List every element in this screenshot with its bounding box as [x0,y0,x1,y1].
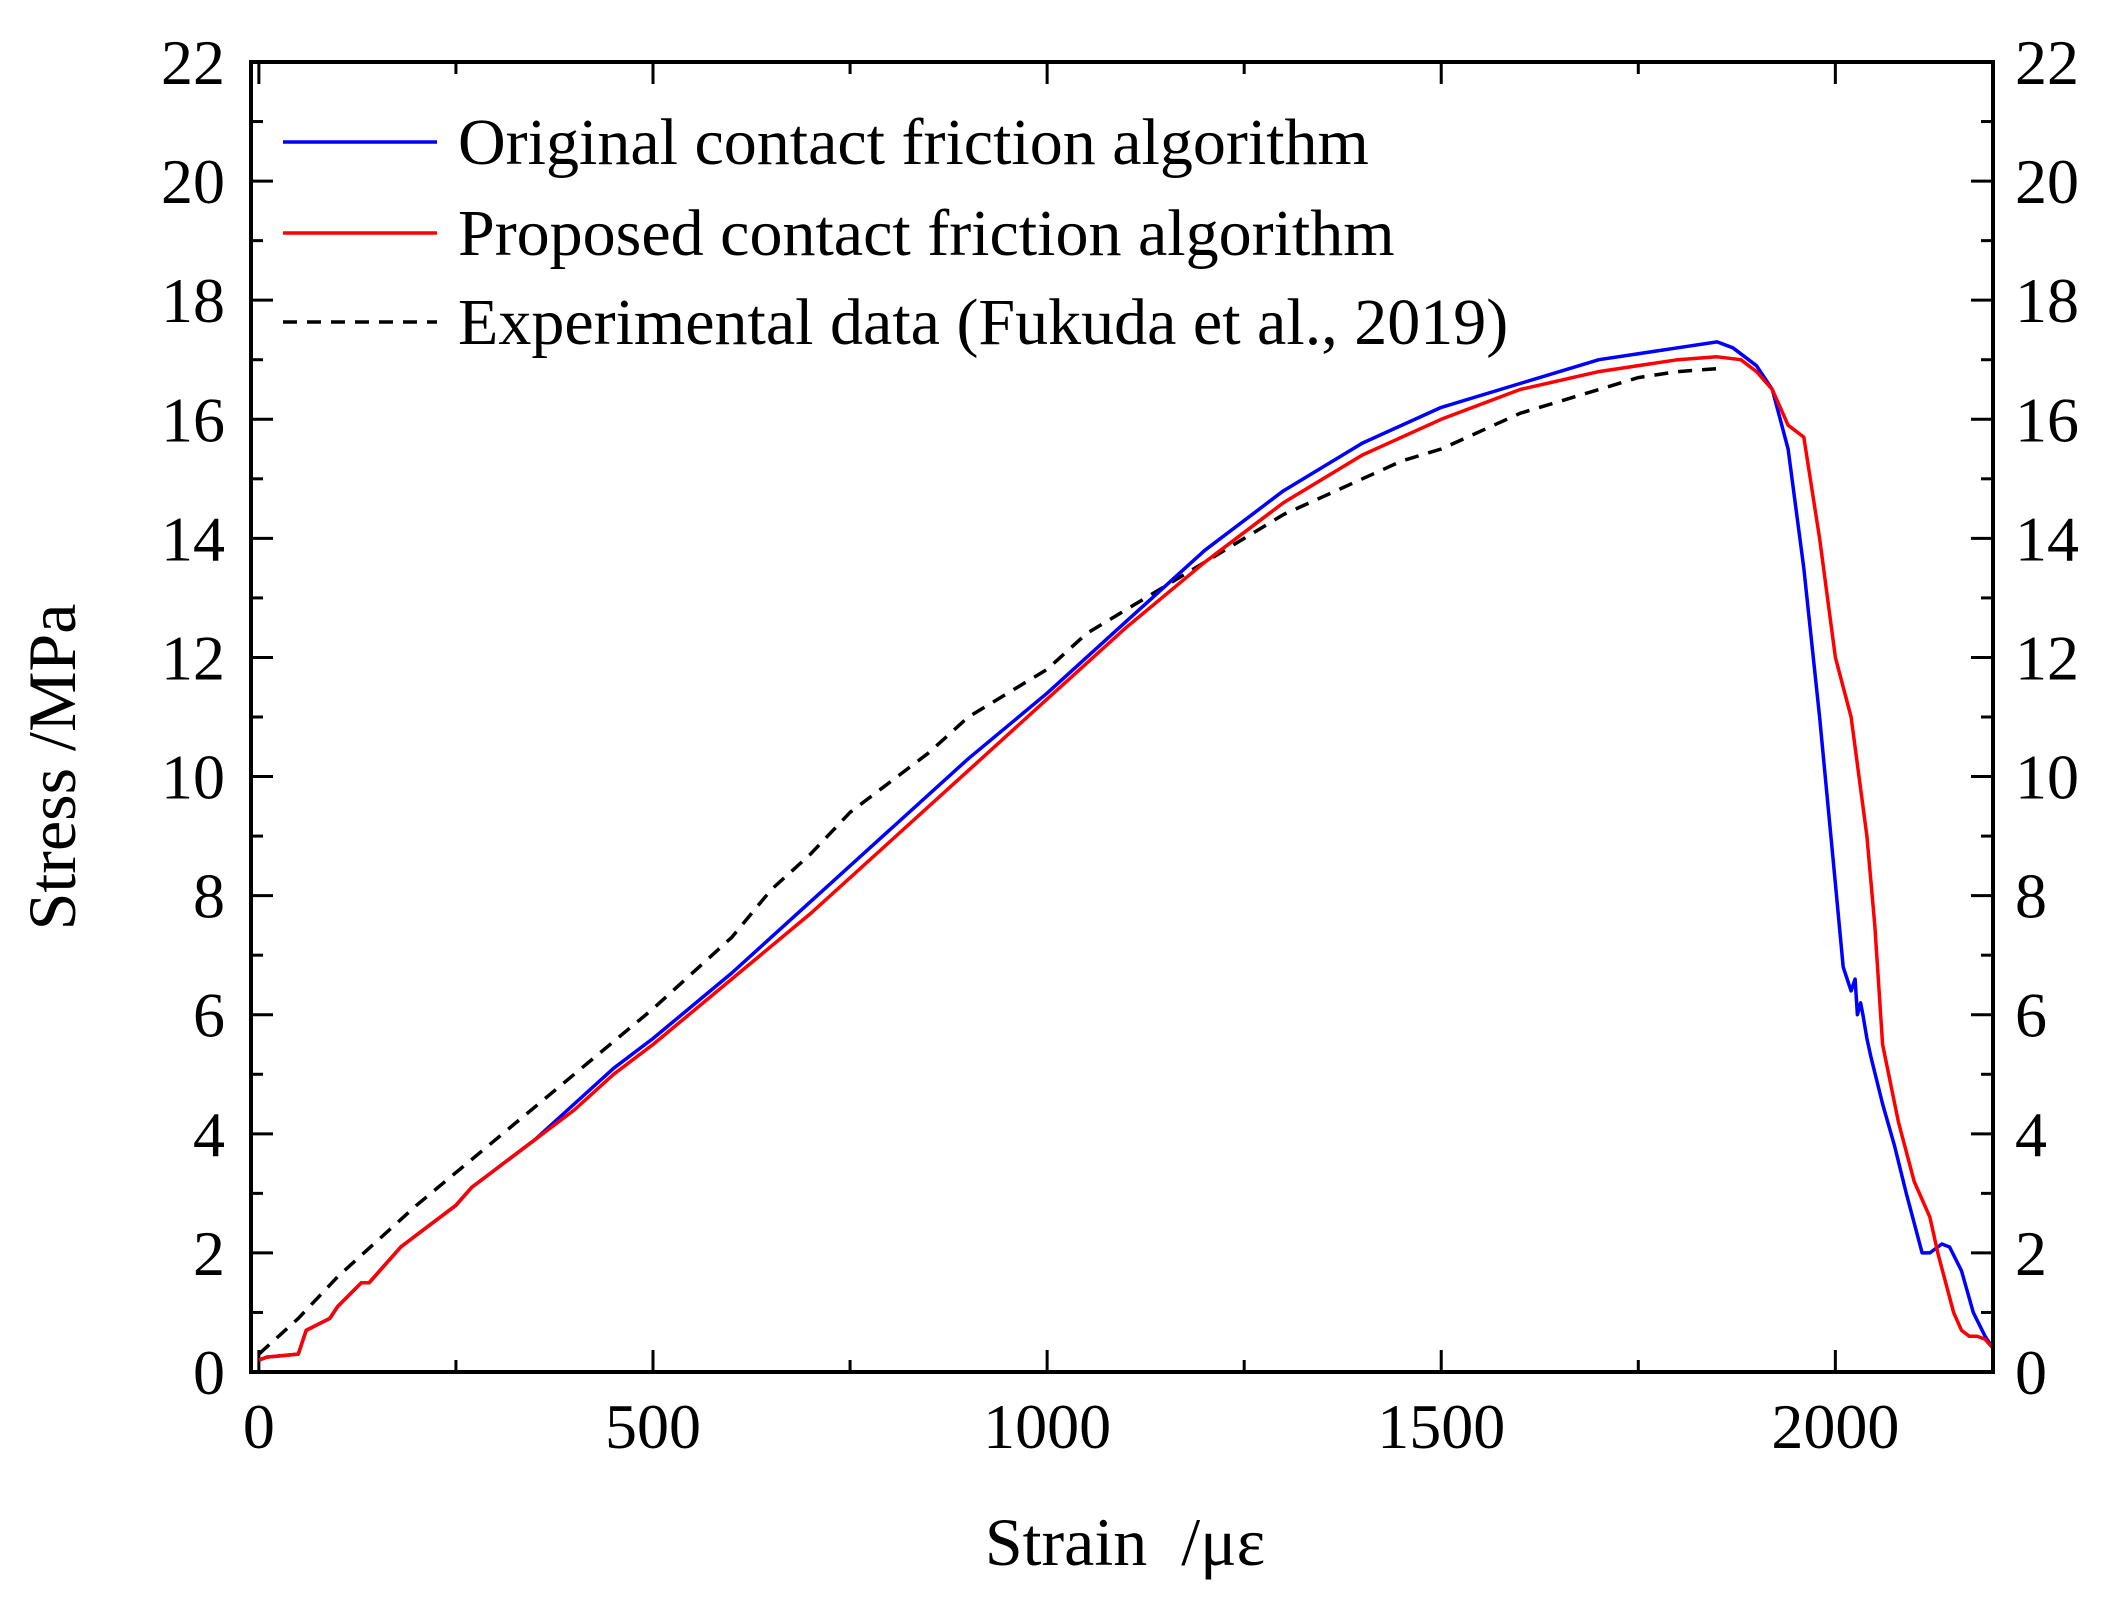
y-tick-label-right: 4 [2015,1099,2047,1170]
y-tick-label-right: 16 [2015,384,2079,455]
x-tick-label: 500 [605,1391,701,1462]
y-tick-label: 14 [161,503,225,574]
series-line-2 [257,366,1725,1356]
y-tick-label-right: 18 [2015,265,2079,336]
y-tick-label-right: 12 [2015,622,2079,693]
y-tick-label-right: 20 [2015,146,2079,217]
y-tick-label-right: 10 [2015,742,2079,813]
legend-label-1: Proposed contact friction algorithm [458,197,1395,270]
y-tick-label: 2 [193,1218,225,1289]
plot-frame [249,60,1995,1374]
y-tick-label-right: 0 [2015,1337,2047,1408]
y-tick-label: 6 [193,980,225,1051]
legend-label-2: Experimental data (Fukuda et al., 2019) [458,286,1508,359]
y-tick-label: 10 [161,742,225,813]
plot-series [257,340,1995,1362]
y-tick-label-right: 14 [2015,503,2079,574]
y-tick-label-right: 2 [2015,1218,2047,1289]
series-line-1 [258,355,1995,1362]
y-tick-label: 20 [161,146,225,217]
y-tick-label-right: 8 [2015,861,2047,932]
y-tick-label-right: 6 [2015,980,2047,1051]
y-axis-title: Stress /MPa [14,604,90,931]
y-tick-label: 16 [161,384,225,455]
series-line-0 [258,340,1995,1362]
y-tick-label: 4 [193,1099,225,1170]
y-tick-label: 12 [161,622,225,693]
legend-label-0: Original contact friction algorithm [458,106,1369,179]
y-tick-label: 22 [161,27,225,98]
x-tick-label: 2000 [1771,1391,1899,1462]
x-axis-title: Strain /με [985,1504,1265,1580]
x-tick-label: 1500 [1377,1391,1505,1462]
legend: Original contact friction algorithm Propo… [283,106,1508,359]
y-tick-label: 8 [193,861,225,932]
y-tick-label-right: 22 [2015,27,2079,98]
y-tick-label: 0 [193,1337,225,1408]
x-tick-label: 0 [243,1391,275,1462]
x-tick-label: 1000 [983,1391,1111,1462]
y-tick-label: 18 [161,265,225,336]
